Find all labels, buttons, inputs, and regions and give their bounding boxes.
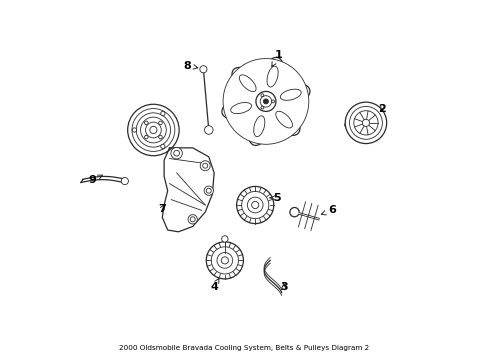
Circle shape	[271, 100, 274, 103]
Ellipse shape	[253, 116, 264, 137]
Circle shape	[206, 188, 211, 193]
Circle shape	[171, 148, 182, 159]
Circle shape	[161, 112, 164, 116]
Ellipse shape	[247, 107, 270, 145]
Circle shape	[349, 107, 382, 139]
Ellipse shape	[268, 104, 299, 135]
Circle shape	[206, 242, 243, 279]
Ellipse shape	[275, 111, 292, 128]
Circle shape	[247, 197, 263, 213]
Circle shape	[261, 106, 263, 109]
Circle shape	[136, 113, 170, 147]
Circle shape	[345, 102, 386, 144]
Circle shape	[173, 150, 179, 156]
Text: 6: 6	[321, 205, 335, 215]
Circle shape	[144, 121, 148, 125]
Ellipse shape	[344, 122, 352, 128]
Text: 2000 Oldsmobile Bravada Cooling System, Belts & Pulleys Diagram 2: 2000 Oldsmobile Bravada Cooling System, …	[119, 345, 369, 351]
Text: 7: 7	[158, 203, 166, 213]
Text: 2: 2	[377, 104, 385, 113]
Circle shape	[149, 126, 157, 134]
Text: 3: 3	[280, 282, 287, 292]
Circle shape	[236, 186, 273, 224]
Circle shape	[121, 177, 128, 185]
Circle shape	[204, 126, 213, 134]
Circle shape	[132, 128, 136, 132]
Circle shape	[211, 247, 238, 274]
Circle shape	[203, 186, 213, 195]
Circle shape	[145, 122, 161, 138]
Circle shape	[159, 135, 162, 139]
Ellipse shape	[230, 103, 251, 114]
Ellipse shape	[261, 57, 284, 96]
Circle shape	[161, 144, 164, 149]
Circle shape	[144, 135, 148, 139]
Circle shape	[261, 94, 263, 96]
Circle shape	[221, 257, 228, 264]
Circle shape	[221, 236, 227, 242]
Circle shape	[251, 202, 258, 208]
Circle shape	[263, 99, 268, 104]
Polygon shape	[162, 148, 214, 232]
Text: 4: 4	[210, 279, 219, 292]
Ellipse shape	[266, 66, 278, 87]
Circle shape	[200, 66, 206, 73]
Circle shape	[159, 121, 162, 125]
Ellipse shape	[222, 96, 260, 120]
Ellipse shape	[239, 75, 256, 91]
Text: 5: 5	[269, 193, 280, 203]
Circle shape	[132, 109, 175, 152]
Circle shape	[241, 192, 268, 219]
Circle shape	[217, 252, 232, 268]
Ellipse shape	[231, 67, 263, 99]
Circle shape	[188, 215, 197, 224]
Circle shape	[200, 161, 210, 171]
Text: 9: 9	[88, 175, 102, 185]
Circle shape	[140, 117, 166, 143]
Circle shape	[260, 96, 271, 107]
Circle shape	[289, 207, 299, 217]
Circle shape	[203, 163, 207, 168]
Circle shape	[255, 91, 275, 111]
Text: 8: 8	[183, 61, 198, 71]
Circle shape	[127, 104, 179, 156]
Ellipse shape	[280, 89, 301, 100]
Circle shape	[362, 119, 369, 126]
Circle shape	[223, 59, 308, 144]
Text: 1: 1	[271, 50, 282, 67]
Ellipse shape	[271, 83, 309, 106]
Circle shape	[353, 111, 377, 135]
Circle shape	[190, 217, 195, 222]
